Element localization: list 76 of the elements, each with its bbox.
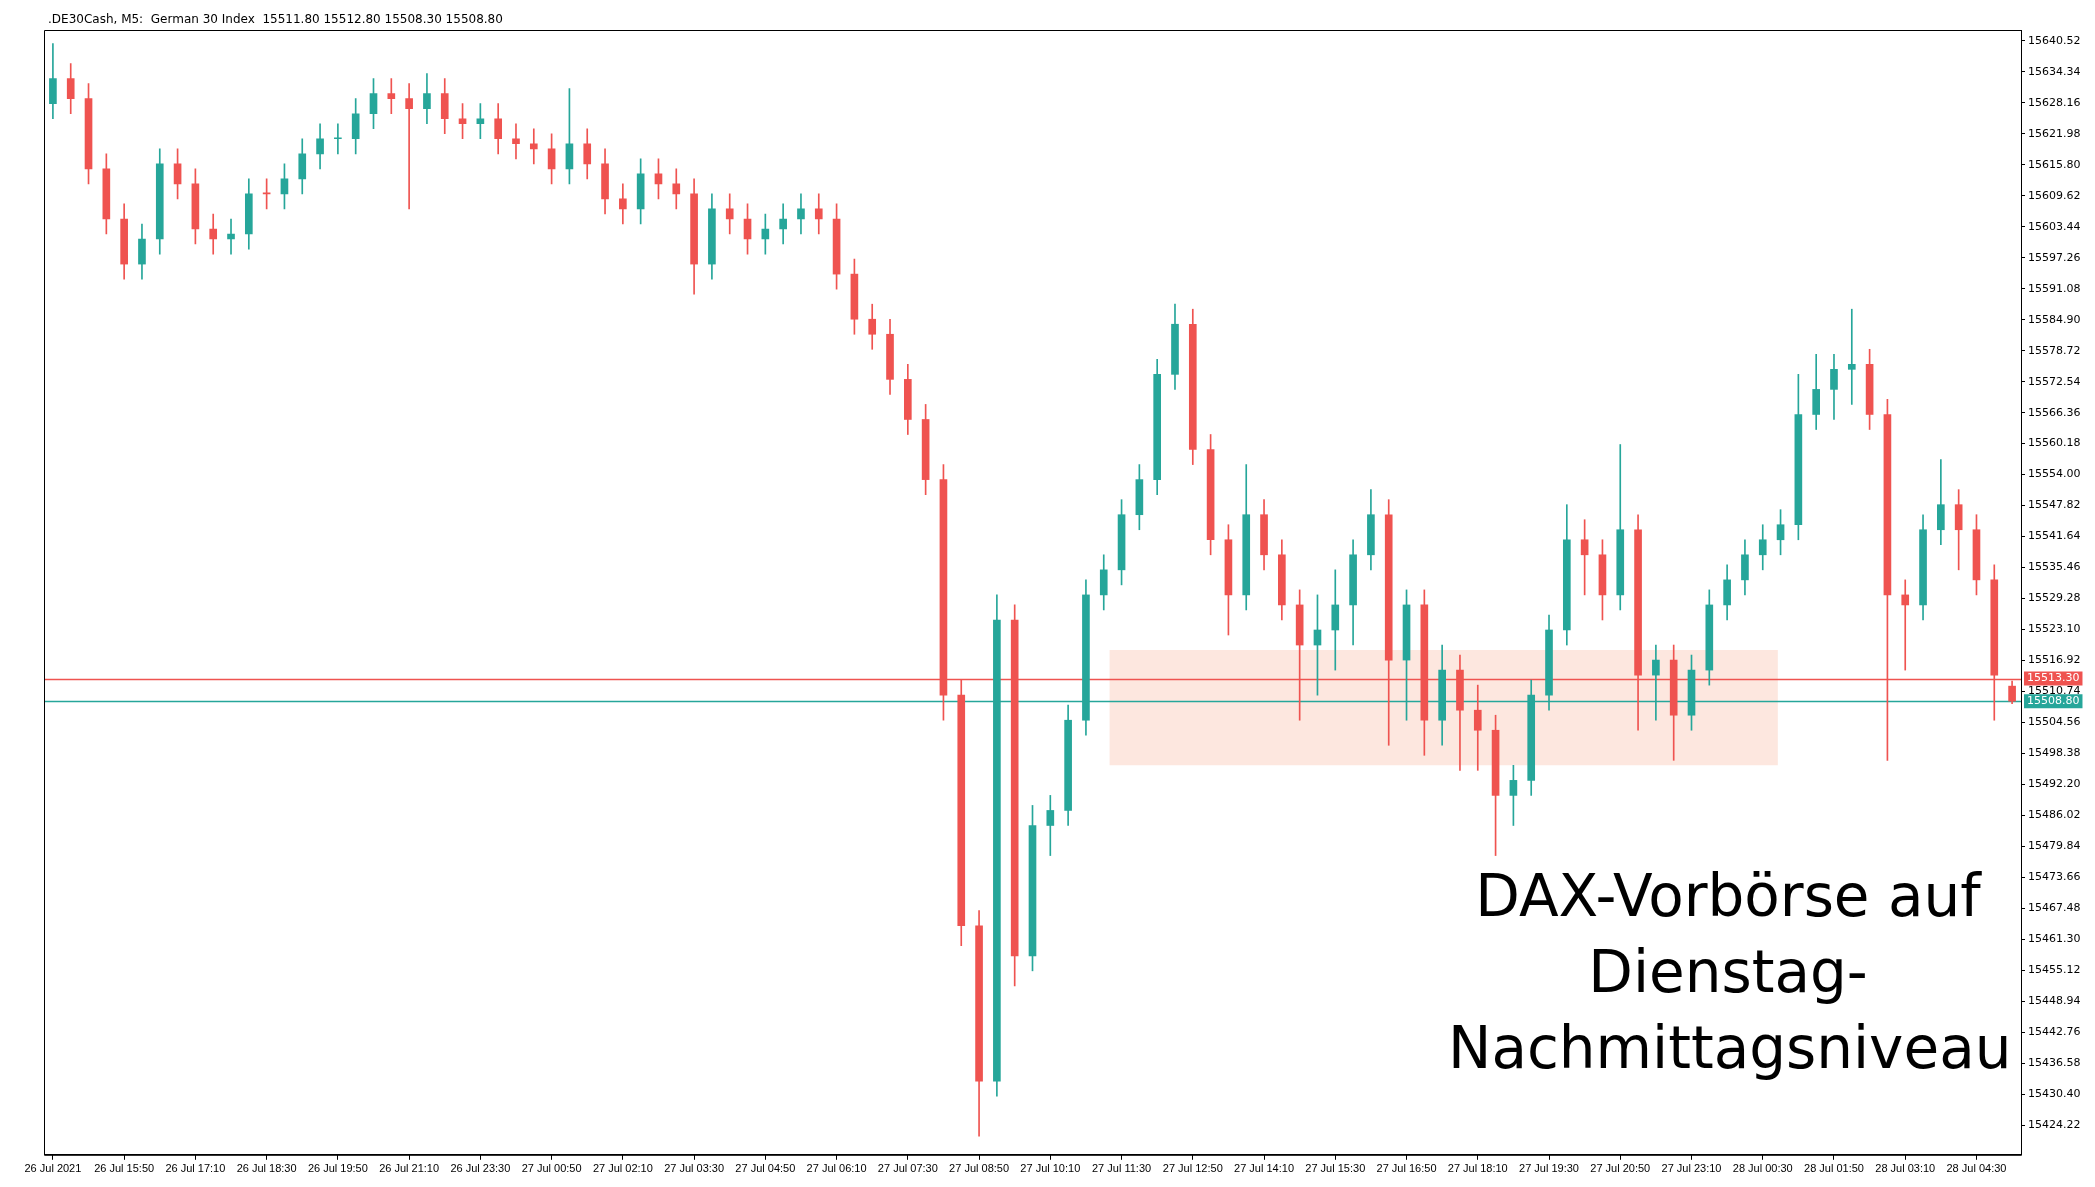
- x-tick-label: 26 Jul 15:50: [94, 1162, 155, 1175]
- candlestick: [387, 78, 396, 115]
- candlestick: [1901, 579, 1910, 671]
- candlestick: [1473, 684, 1482, 771]
- chart-title: .DE30Cash, M5: German 30 Index 15511.80 15512.80 15508.30 15508.80: [48, 12, 503, 26]
- y-tick-label: 15492.20: [2028, 777, 2081, 791]
- x-tick-label: 28 Jul 01:50: [1804, 1162, 1864, 1175]
- y-tick-label: 15467.48: [2028, 901, 2081, 915]
- x-tick-label: 26 Jul 2021: [24, 1162, 82, 1175]
- x-tick-label: 27 Jul 11:30: [1091, 1162, 1152, 1175]
- y-tick-label: 15455.12: [2028, 963, 2081, 977]
- y-tick-label: 15621.98: [2028, 126, 2081, 140]
- y-tick-label: 15547.82: [2028, 498, 2081, 512]
- y-tick-label: 15504.56: [2028, 715, 2081, 729]
- y-tick-label: 15486.02: [2028, 808, 2081, 822]
- y-tick-label: 15597.26: [2028, 250, 2081, 264]
- x-tick-label: 26 Jul 19:50: [307, 1162, 368, 1175]
- y-tick-label: 15591.08: [2028, 281, 2081, 295]
- y-tick-label: 15634.34: [2028, 64, 2081, 78]
- y-tick-label: 15479.84: [2028, 839, 2081, 853]
- y-tick-label: 15535.46: [2028, 560, 2081, 574]
- x-tick-label: 27 Jul 15:30: [1305, 1162, 1366, 1175]
- y-tick-label: 15572.54: [2028, 374, 2081, 388]
- x-tick-label: 27 Jul 04:50: [735, 1162, 796, 1175]
- y-tick-label: 15566.36: [2028, 405, 2081, 419]
- x-tick-label: 28 Jul 00:30: [1732, 1162, 1793, 1175]
- x-tick-label: 27 Jul 06:10: [806, 1162, 867, 1175]
- x-tick-label: 28 Jul 03:10: [1875, 1162, 1936, 1175]
- x-tick-label: 27 Jul 03:30: [664, 1162, 725, 1175]
- y-tick-label: 15436.58: [2028, 1056, 2081, 1070]
- candlestick: [529, 128, 538, 165]
- candlestick: [227, 218, 235, 255]
- y-tick-label: 15541.64: [2028, 529, 2081, 543]
- y-tick-label: 15628.16: [2028, 95, 2081, 109]
- y-tick-label: 15424.22: [2028, 1117, 2081, 1131]
- x-tick-label: 27 Jul 16:50: [1376, 1162, 1437, 1175]
- y-tick-label: 15640.52: [2028, 33, 2081, 47]
- y-tick-label: 15609.62: [2028, 188, 2081, 202]
- y-tick-label: 15603.44: [2028, 219, 2081, 233]
- x-tick-label: 28 Jul 04:30: [1946, 1162, 2007, 1175]
- x-tick-label: 26 Jul 17:10: [165, 1162, 226, 1175]
- y-tick-label: 15498.38: [2028, 746, 2081, 760]
- y-tick-label: 15442.76: [2028, 1025, 2081, 1039]
- x-tick-label: 27 Jul 18:10: [1447, 1162, 1508, 1175]
- x-tick-label: 27 Jul 07:30: [877, 1162, 938, 1175]
- y-tick-label: 15473.66: [2028, 870, 2081, 884]
- ref-line-label: 15513.30: [2027, 671, 2080, 685]
- y-tick-label: 15584.90: [2028, 312, 2081, 326]
- y-tick-label: 15578.72: [2028, 343, 2081, 357]
- y-tick-label: 15516.92: [2028, 653, 2081, 667]
- x-tick-label: 27 Jul 19:30: [1519, 1162, 1579, 1175]
- y-tick-label: 15560.18: [2028, 436, 2081, 450]
- y-tick-label: 15523.10: [2028, 622, 2081, 636]
- annotation: DAX-Vorbörse auf Dienstag-Nachmittagsniveau: [1448, 861, 2012, 1084]
- x-tick-label: 26 Jul 21:10: [379, 1162, 440, 1175]
- x-tick-label: 27 Jul 20:50: [1590, 1162, 1651, 1175]
- candlestick: [405, 83, 413, 210]
- x-tick-label: 27 Jul 23:10: [1661, 1162, 1722, 1175]
- x-tick-label: 27 Jul 08:50: [949, 1162, 1010, 1175]
- x-tick-label: 26 Jul 23:30: [450, 1162, 511, 1175]
- x-tick-label: 27 Jul 00:50: [521, 1162, 582, 1175]
- y-tick-label: 15430.40: [2028, 1087, 2081, 1101]
- x-tick-label: 27 Jul 12:50: [1162, 1162, 1223, 1175]
- y-tick-label: 15615.80: [2028, 157, 2081, 171]
- y-tick-label: 15554.00: [2028, 467, 2081, 481]
- ref-line-label: 15508.80: [2027, 694, 2080, 708]
- y-tick-label: 15461.30: [2028, 932, 2081, 946]
- y-tick-label: 15529.28: [2028, 591, 2081, 605]
- x-tick-label: 27 Jul 02:10: [592, 1162, 653, 1175]
- x-tick-label: 27 Jul 14:10: [1234, 1162, 1295, 1175]
- x-tick-label: 27 Jul 10:10: [1020, 1162, 1081, 1175]
- y-tick-label: 15448.94: [2028, 994, 2081, 1008]
- candlestick: [334, 123, 342, 155]
- x-tick-label: 26 Jul 18:30: [236, 1162, 297, 1175]
- candlestick: [512, 123, 520, 160]
- candlestick: [1847, 308, 1856, 405]
